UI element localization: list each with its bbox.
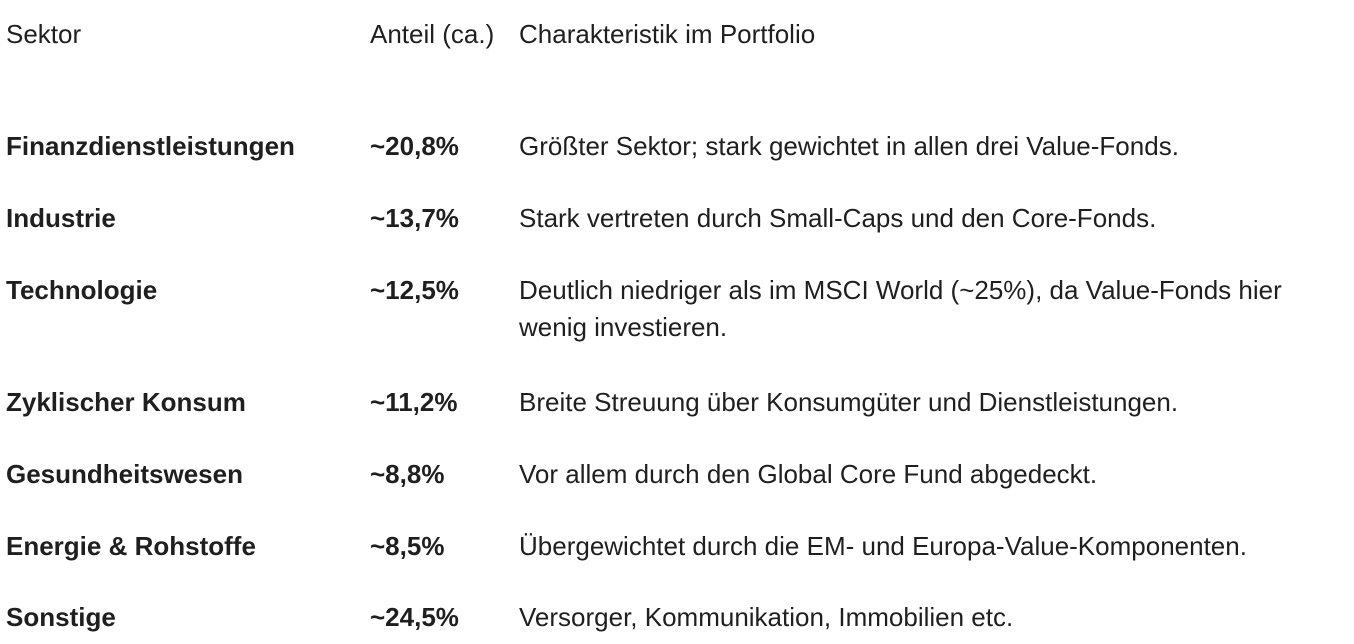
row-description: Vor allem durch den Global Core Fund abg… xyxy=(519,459,1098,489)
row-sector: Finanzdienstleistungen xyxy=(6,131,295,161)
row-description: Stark vertreten durch Small-Caps und den… xyxy=(519,203,1157,233)
row-share: ~11,2% xyxy=(370,387,458,417)
row-share: ~13,7% xyxy=(370,203,459,233)
row-sector: Technologie xyxy=(6,275,158,305)
row-description: Größter Sektor; stark gewichtet in allen… xyxy=(519,131,1179,161)
row-share: ~8,5% xyxy=(370,531,445,561)
row-share: ~20,8% xyxy=(370,131,459,161)
row-description: Versorger, Kommunikation, Immobilien etc… xyxy=(519,602,1014,632)
header-description: Charakteristik im Portfolio xyxy=(519,19,816,49)
header-share: Anteil (ca.) xyxy=(370,19,495,49)
row-share: ~24,5% xyxy=(370,602,459,632)
row-sector: Industrie xyxy=(6,203,116,233)
row-description: Übergewichtet durch die EM- und Europa-V… xyxy=(519,531,1247,561)
row-sector: Zyklischer Konsum xyxy=(6,387,246,417)
header-sector: Sektor xyxy=(6,19,82,49)
row-sector: Sonstige xyxy=(6,602,116,632)
row-description: Breite Streuung über Konsumgüter und Die… xyxy=(519,387,1179,417)
row-sector: Energie & Rohstoffe xyxy=(6,531,256,561)
row-share: ~12,5% xyxy=(370,275,459,305)
row-description: Deutlich niedriger als im MSCI World (~2… xyxy=(519,275,1282,342)
row-sector: Gesundheitswesen xyxy=(6,459,243,489)
row-share: ~8,8% xyxy=(370,459,445,489)
